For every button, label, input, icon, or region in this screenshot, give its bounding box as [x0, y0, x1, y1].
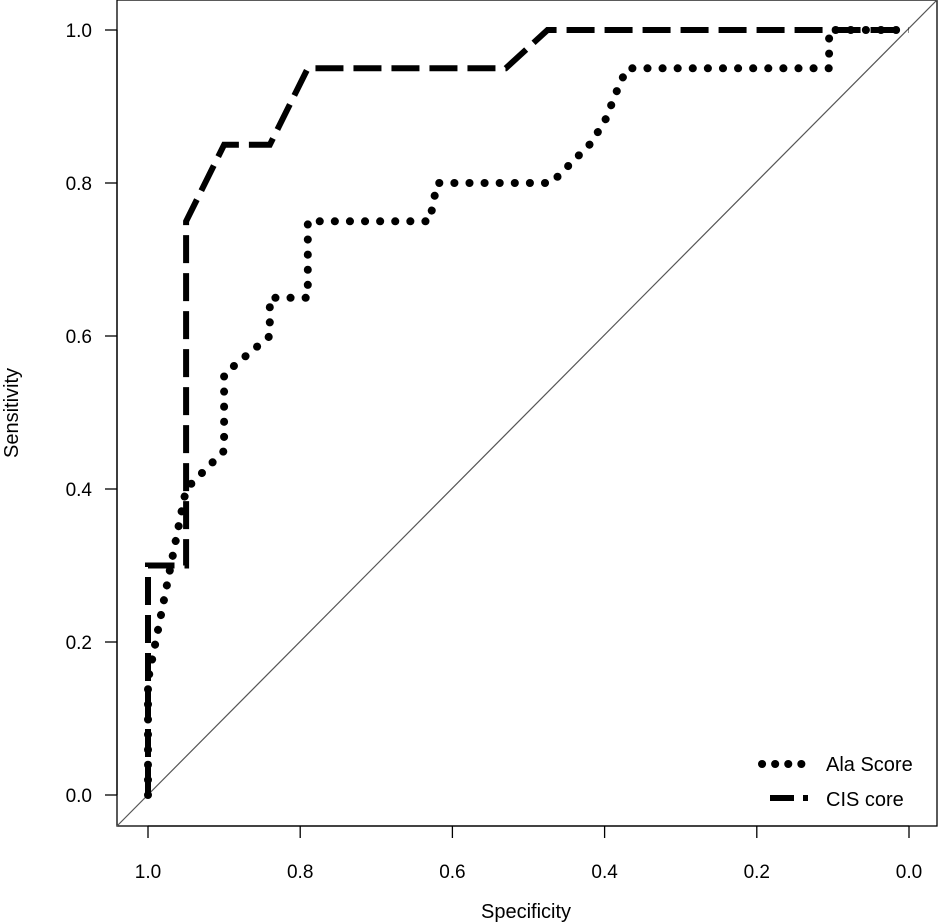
- y-axis-title: Sensitivity: [1, 368, 23, 458]
- y-tick-label: 0.0: [66, 786, 92, 807]
- legend-label-cis-core: CIS core: [826, 789, 904, 811]
- y-tick-label: 0.6: [66, 327, 92, 348]
- reference-diagonal: [116, 0, 938, 827]
- x-tick-label: 0.6: [439, 862, 465, 883]
- x-axis-title: Specificity: [481, 901, 571, 923]
- legend: Ala Score CIS core: [758, 754, 913, 811]
- x-tick-label: 0.2: [744, 862, 770, 883]
- x-tick-label: 0.4: [591, 862, 618, 883]
- series-line-cis-core: [145, 27, 909, 795]
- x-tick-label: 0.8: [287, 862, 313, 883]
- x-tick-label: 1.0: [135, 862, 161, 883]
- series-line-ala-score: [144, 26, 913, 799]
- y-tick-label: 0.4: [66, 480, 93, 501]
- y-tick-label: 0.2: [66, 633, 92, 654]
- series-layer: [144, 26, 913, 799]
- axis-layer: 1.0 0.8 0.6 0.4 0.2 0.0 0.0 0.2 0.4 0.6 0.8 1.0: [66, 21, 923, 883]
- legend-label-ala-score: Ala Score: [826, 754, 913, 776]
- y-tick-label: 1.0: [66, 21, 92, 42]
- x-tick-label: 0.0: [896, 862, 922, 883]
- y-tick-label: 0.8: [66, 174, 92, 195]
